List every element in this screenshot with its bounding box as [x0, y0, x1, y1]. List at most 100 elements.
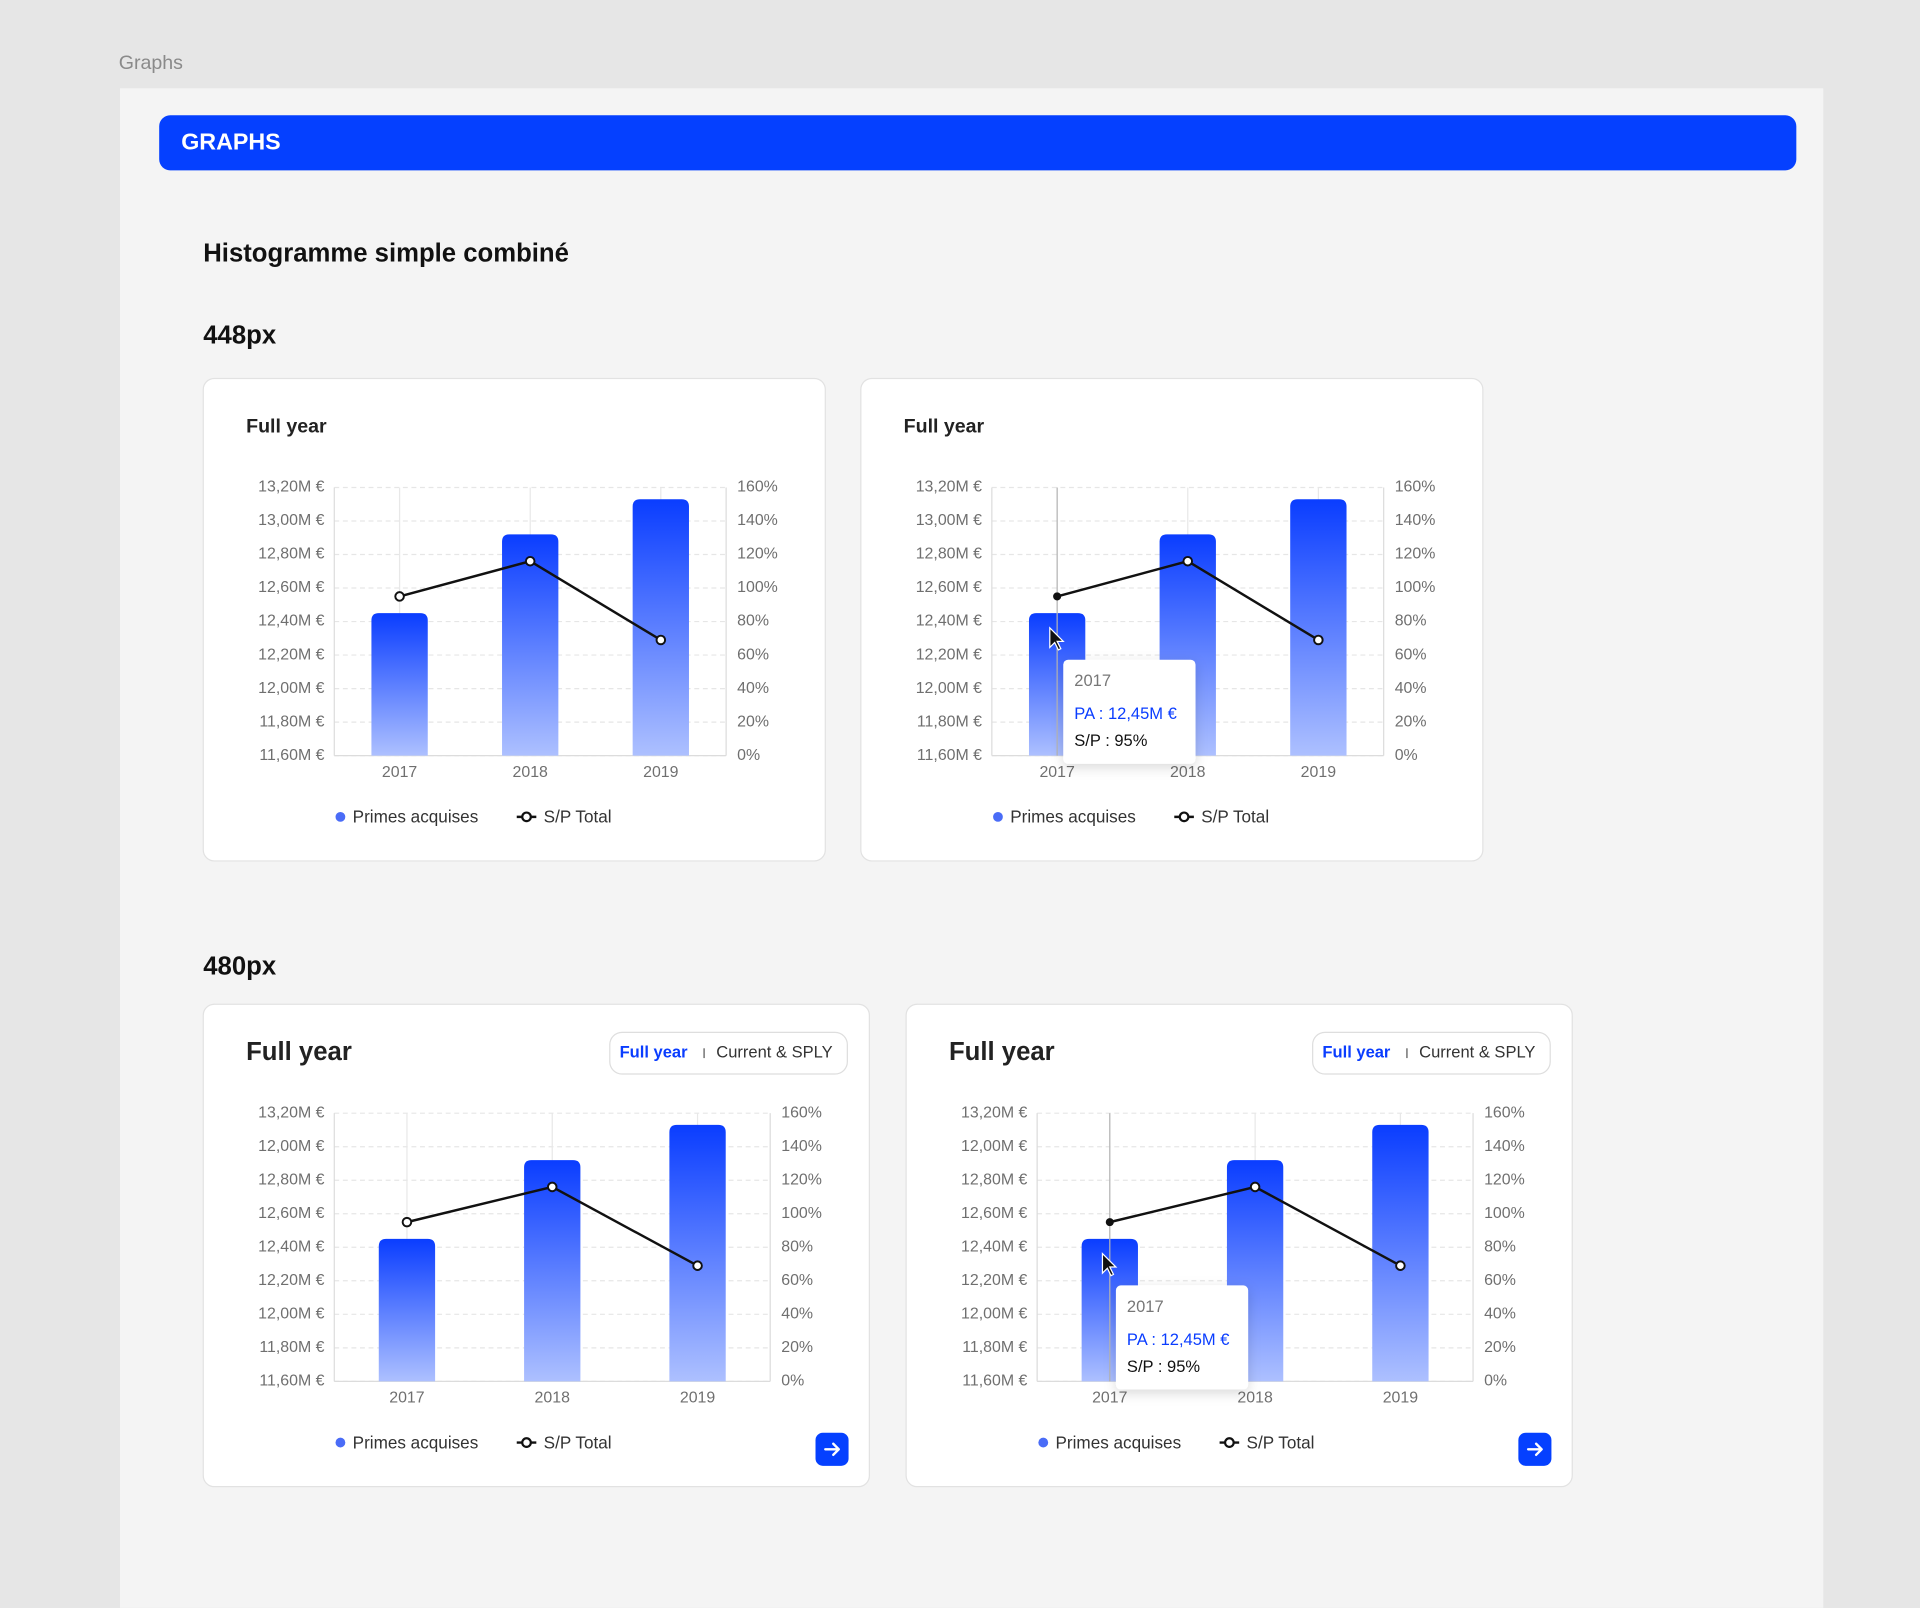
line-point [1053, 592, 1062, 601]
y-tick-label: 12,40M € [258, 1238, 324, 1255]
y-tick-label: 12,80M € [258, 1171, 324, 1188]
y-tick-label: 12,80M € [916, 546, 982, 563]
tooltip [1115, 1285, 1249, 1390]
y-tick-label: 12,20M € [258, 646, 324, 663]
y-tick-label: 13,20M € [258, 479, 324, 496]
y2-tick-label: 40% [1395, 680, 1427, 697]
y2-tick-label: 100% [781, 1205, 822, 1222]
y2-tick-label: 160% [1395, 479, 1436, 496]
tooltip [1063, 659, 1196, 764]
legend-swatch [1178, 811, 1190, 823]
y2-tick-label: 0% [1484, 1373, 1507, 1390]
y2-tick-label: 80% [737, 613, 769, 630]
tooltip-title: 2017 [1127, 1297, 1164, 1316]
header-title: GRAPHS [181, 129, 280, 155]
x-tick-label: 2018 [513, 764, 549, 781]
tooltip-title: 2017 [1074, 671, 1111, 690]
legend-swatch [993, 811, 1003, 822]
y2-tick-label: 120% [737, 546, 778, 563]
y-tick-label: 12,40M € [258, 613, 324, 630]
y-tick-label: 12,00M € [961, 1138, 1027, 1155]
y-tick-label: 11,80M € [917, 713, 982, 730]
y2-tick-label: 80% [1484, 1238, 1516, 1255]
y-tick-label: 11,60M € [962, 1373, 1027, 1390]
bar [1290, 499, 1347, 756]
y-tick-label: 12,60M € [961, 1205, 1027, 1222]
y-tick-label: 11,60M € [259, 1373, 324, 1390]
line-point [1249, 1181, 1261, 1193]
tooltip-line: PA : 12,45M € [1127, 1330, 1230, 1349]
x-tick-label: 2017 [389, 1390, 425, 1407]
y-tick-label: 11,60M € [917, 747, 982, 764]
tooltip-line: S/P : 95% [1074, 731, 1147, 750]
legend-label: S/P Total [544, 807, 612, 827]
y-tick-label: 12,00M € [258, 1306, 324, 1323]
x-tick-label: 2017 [1039, 764, 1075, 781]
y2-tick-label: 20% [781, 1339, 813, 1356]
line-point [401, 1216, 413, 1228]
y-tick-label: 13,20M € [258, 1104, 324, 1121]
y-tick-label: 13,00M € [258, 512, 324, 529]
y-tick-label: 12,80M € [961, 1171, 1027, 1188]
y2-tick-label: 20% [1484, 1339, 1516, 1356]
y2-tick-label: 120% [781, 1171, 822, 1188]
line-point [1105, 1218, 1114, 1227]
y2-tick-label: 40% [1484, 1306, 1516, 1323]
toggle-option[interactable]: Current & SPLY [1419, 1043, 1535, 1062]
legend-label: Primes acquises [1010, 807, 1136, 827]
x-tick-label: 2019 [643, 764, 679, 781]
y2-tick-label: 160% [737, 479, 778, 496]
y2-tick-label: 40% [781, 1306, 813, 1323]
y-tick-label: 12,00M € [258, 1138, 324, 1155]
bar [632, 499, 689, 756]
y-tick-label: 12,00M € [961, 1306, 1027, 1323]
y-tick-label: 11,80M € [259, 713, 324, 730]
y-tick-label: 12,00M € [258, 680, 324, 697]
y-tick-label: 11,80M € [962, 1339, 1027, 1356]
line-point [655, 634, 667, 646]
x-tick-label: 2017 [1092, 1390, 1128, 1407]
chart-title: Full year [904, 416, 985, 438]
arrow-icon [1526, 1442, 1543, 1457]
toggle-option[interactable]: Full year [1322, 1043, 1390, 1062]
legend-swatch [1224, 1437, 1235, 1448]
toggle[interactable] [1312, 1031, 1551, 1075]
line-point [692, 1260, 703, 1271]
y2-tick-label: 20% [1395, 713, 1427, 730]
y2-tick-label: 80% [781, 1238, 813, 1255]
x-tick-label: 2018 [1170, 764, 1206, 781]
legend-swatch [521, 811, 532, 823]
y2-tick-label: 140% [1484, 1138, 1525, 1155]
legend-label: S/P Total [1247, 1432, 1315, 1452]
legend-swatch [521, 1437, 532, 1448]
y2-tick-label: 20% [737, 713, 769, 730]
legend-swatch [335, 811, 346, 822]
line-point [546, 1181, 558, 1193]
bar [669, 1124, 726, 1382]
bar [371, 613, 428, 756]
cursor [1049, 626, 1065, 651]
x-tick-label: 2019 [1383, 1390, 1419, 1407]
y-tick-label: 13,20M € [916, 479, 982, 496]
toggle-option[interactable]: Full year [620, 1043, 688, 1062]
y-tick-label: 12,60M € [258, 1205, 324, 1222]
toggle[interactable] [609, 1031, 848, 1075]
heading: Histogramme simple combiné [203, 240, 569, 268]
y2-tick-label: 100% [1395, 579, 1436, 596]
header-bar [159, 115, 1797, 171]
y-tick-label: 11,60M € [259, 747, 324, 764]
tooltip-line: S/P : 95% [1127, 1357, 1200, 1376]
y2-tick-label: 60% [737, 646, 769, 663]
y-tick-label: 12,60M € [258, 579, 324, 596]
y2-tick-label: 40% [737, 680, 769, 697]
y-tick-label: 13,00M € [916, 512, 982, 529]
y2-tick-label: 120% [1484, 1171, 1525, 1188]
y-tick-label: 12,20M € [916, 646, 982, 663]
y2-tick-label: 0% [781, 1373, 804, 1390]
y2-tick-label: 120% [1395, 546, 1436, 563]
toggle-option[interactable]: Current & SPLY [716, 1043, 832, 1062]
legend-label: S/P Total [1201, 807, 1269, 827]
x-tick-label: 2019 [1301, 764, 1337, 781]
